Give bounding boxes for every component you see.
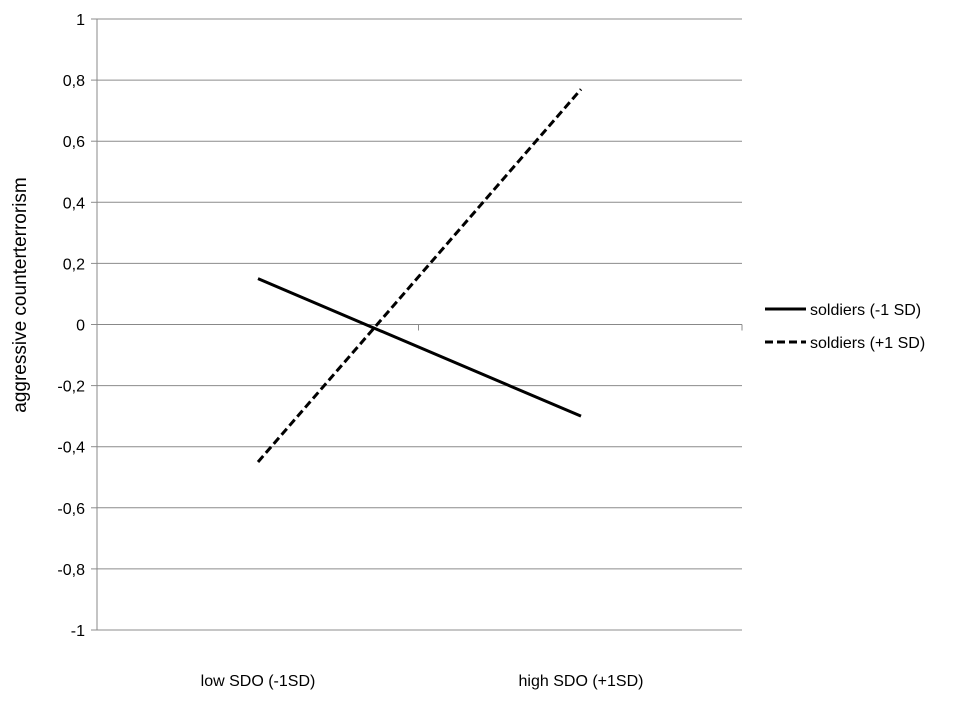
- legend-label: soldiers (+1 SD): [810, 335, 925, 352]
- y-tick-label: -1: [71, 623, 85, 640]
- x-tick-labels: low SDO (-1SD) high SDO (+1SD): [201, 673, 644, 690]
- axes: [96, 19, 742, 630]
- x-tick-label: low SDO (-1SD): [201, 673, 316, 690]
- y-tick-label: 0,8: [63, 73, 85, 90]
- y-tick-label: 0,4: [63, 195, 85, 212]
- y-tick-label: 0: [76, 318, 85, 335]
- y-tick-labels: 1 0,8 0,6 0,4 0,2 0 -0,2 -0,4 -0,6 -0,8 -1: [57, 12, 85, 640]
- x-tick-label: high SDO (+1SD): [519, 673, 644, 690]
- series-lines: [256, 88, 583, 463]
- y-axis-label: aggressive counterterrorism: [10, 177, 31, 412]
- series-line-2: [256, 88, 583, 463]
- y-tick-label: 0,6: [63, 134, 85, 151]
- legend: soldiers (-1 SD) soldiers (+1 SD): [765, 302, 925, 352]
- y-tick-label: 1: [76, 12, 85, 29]
- y-tick-label: -0,2: [57, 379, 85, 396]
- series-line-1: [257, 277, 582, 418]
- y-tick-label: -0,8: [57, 562, 85, 579]
- y-tick-label: -0,6: [57, 501, 85, 518]
- y-tick-label: 0,2: [63, 256, 85, 273]
- legend-label: soldiers (-1 SD): [810, 302, 921, 319]
- y-tick-label: -0,4: [57, 440, 85, 457]
